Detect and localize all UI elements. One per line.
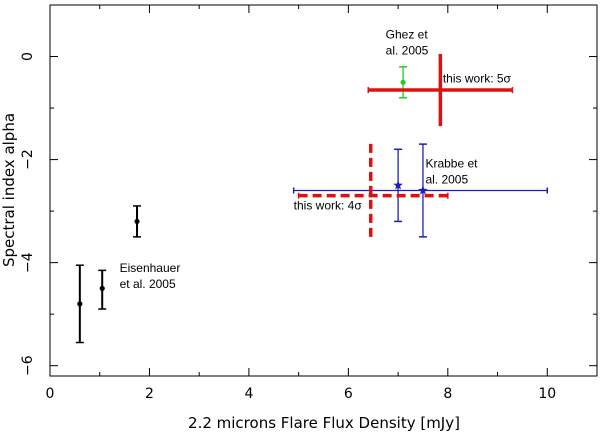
y-tick-label: −6: [20, 355, 36, 376]
annotation: Krabbe et al. 2005: [425, 156, 478, 186]
annotation-line: al. 2005: [425, 172, 468, 186]
y-tick-label: 0: [20, 52, 36, 61]
data-marks: [75, 53, 549, 344]
annotation: Eisenhauer et al. 2005: [120, 261, 181, 291]
axis-ticks: 0 2 4 6 8 10 0 −2 −4 −6: [20, 4, 598, 402]
annotation-line: this work: 5σ: [443, 71, 512, 85]
annotation-line: Krabbe et: [425, 156, 478, 170]
y-tick-label: −2: [20, 149, 36, 170]
x-tick-label: 8: [443, 386, 452, 402]
annotation-line: al. 2005: [386, 43, 429, 57]
data-point: [134, 218, 140, 225]
annotation-line: this work: 4σ: [294, 199, 363, 213]
annotation-line: Ghez et: [386, 27, 429, 41]
x-tick-label: 6: [344, 386, 353, 402]
data-point: [77, 301, 83, 307]
annotation: this work: 4σ: [294, 199, 363, 213]
annotation: Ghez et al. 2005: [386, 27, 429, 57]
x-tick-label: 4: [244, 386, 253, 402]
annotation: this work: 5σ: [443, 71, 512, 85]
annotation-line: Eisenhauer: [120, 261, 181, 275]
x-tick-label: 0: [46, 386, 55, 402]
annotations: Ghez et al. 2005 this work: 5σ Krabbe et al.…: [120, 27, 512, 290]
x-axis-title: 2.2 microns Flare Flux Density [mJy]: [188, 414, 460, 432]
data-point-star: [418, 185, 428, 195]
data-point: [400, 79, 406, 85]
y-tick-label: −4: [20, 252, 36, 273]
data-point: [99, 285, 105, 292]
data-point-star: [393, 180, 403, 190]
x-tick-label: 10: [538, 386, 556, 402]
x-tick-label: 2: [145, 386, 154, 402]
y-axis-title: Spectral index alpha: [0, 113, 18, 267]
plot-frame: [49, 4, 598, 377]
annotation-line: et al. 2005: [120, 277, 176, 291]
